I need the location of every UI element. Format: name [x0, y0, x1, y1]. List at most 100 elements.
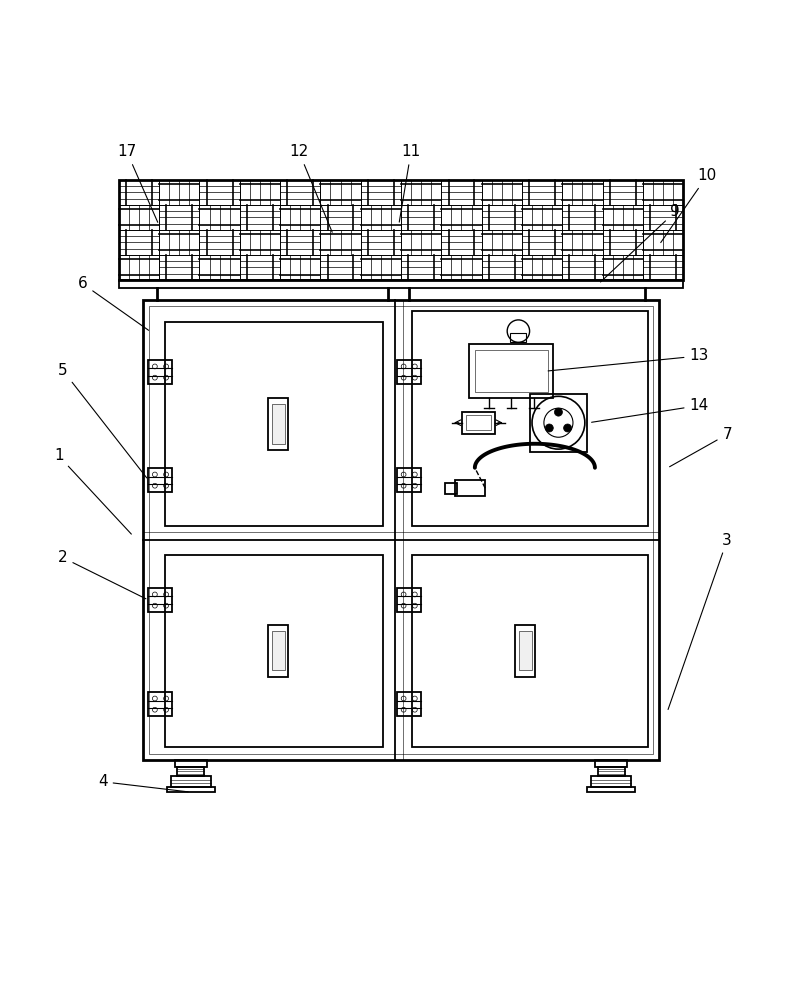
Text: 7: 7	[670, 427, 732, 467]
Bar	[159, 255, 199, 280]
Text: 17: 17	[117, 144, 158, 222]
Bar	[563, 180, 603, 205]
Text: 6: 6	[78, 276, 148, 330]
Bar	[272, 631, 285, 670]
Bar	[445, 483, 457, 494]
Bar	[397, 692, 422, 716]
Bar	[272, 404, 285, 444]
Bar	[239, 205, 280, 230]
Bar	[397, 588, 422, 612]
Bar	[482, 230, 522, 255]
Bar	[280, 205, 320, 230]
Text: 10: 10	[661, 168, 717, 243]
Bar	[268, 625, 289, 677]
Bar	[167, 787, 215, 792]
Bar	[518, 631, 532, 670]
Text: 1: 1	[54, 448, 131, 534]
Bar	[148, 360, 172, 384]
Bar	[413, 311, 648, 526]
Bar	[199, 255, 239, 280]
Circle shape	[555, 408, 563, 416]
Bar	[603, 255, 643, 280]
Bar	[462, 412, 495, 434]
Bar	[159, 205, 199, 230]
Bar	[563, 205, 603, 230]
Text: 2: 2	[58, 550, 146, 599]
Bar	[401, 230, 442, 255]
Bar	[401, 255, 442, 280]
Bar	[522, 205, 563, 230]
Bar	[413, 555, 648, 747]
Bar	[442, 255, 482, 280]
Bar	[591, 776, 631, 787]
Bar	[603, 180, 643, 205]
Bar	[597, 767, 625, 776]
Bar	[118, 180, 683, 280]
Bar	[482, 180, 522, 205]
Bar	[603, 230, 643, 255]
Bar	[239, 180, 280, 205]
Bar	[643, 230, 683, 255]
Bar	[482, 255, 522, 280]
Bar	[118, 205, 159, 230]
Bar	[522, 180, 563, 205]
Bar	[148, 468, 172, 492]
Bar	[239, 255, 280, 280]
Bar	[171, 776, 211, 787]
Bar	[455, 480, 485, 496]
Bar	[466, 415, 491, 430]
Bar	[280, 230, 320, 255]
Bar	[563, 255, 603, 280]
Bar	[401, 205, 442, 230]
Bar	[148, 692, 172, 716]
Text: 3: 3	[668, 533, 732, 709]
Bar	[149, 306, 653, 754]
Bar	[442, 180, 482, 205]
Text: 5: 5	[58, 363, 147, 478]
Bar	[320, 255, 361, 280]
Bar	[280, 180, 320, 205]
Bar	[361, 205, 401, 230]
Bar	[530, 394, 588, 452]
Circle shape	[563, 424, 571, 432]
Bar	[361, 230, 401, 255]
Bar	[603, 205, 643, 230]
Bar	[361, 180, 401, 205]
Bar	[199, 205, 239, 230]
Bar	[361, 255, 401, 280]
Bar	[118, 280, 683, 288]
Bar	[643, 255, 683, 280]
Bar	[199, 230, 239, 255]
Bar	[148, 588, 172, 612]
Bar	[442, 205, 482, 230]
Bar	[118, 230, 159, 255]
Bar	[280, 255, 320, 280]
Bar	[397, 360, 422, 384]
Circle shape	[546, 424, 553, 432]
Text: 11: 11	[399, 144, 421, 222]
Bar	[159, 230, 199, 255]
Bar	[239, 230, 280, 255]
Bar	[469, 344, 554, 398]
Bar	[165, 555, 383, 747]
Bar	[320, 205, 361, 230]
Bar	[563, 230, 603, 255]
Bar	[175, 760, 207, 767]
Bar	[643, 205, 683, 230]
Bar	[268, 398, 289, 450]
Bar	[118, 180, 159, 205]
Bar	[587, 787, 635, 792]
Bar	[643, 180, 683, 205]
Bar	[522, 230, 563, 255]
Bar	[401, 180, 442, 205]
Bar	[475, 350, 548, 392]
Bar	[159, 180, 199, 205]
Bar	[522, 255, 563, 280]
Text: 14: 14	[592, 398, 708, 422]
Bar	[482, 205, 522, 230]
Bar	[199, 180, 239, 205]
Bar	[397, 468, 422, 492]
Text: 12: 12	[289, 144, 332, 232]
Bar	[320, 180, 361, 205]
Text: 13: 13	[548, 348, 708, 371]
